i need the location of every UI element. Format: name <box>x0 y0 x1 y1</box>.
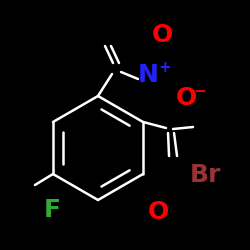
Text: −: − <box>194 84 206 98</box>
Text: Br: Br <box>189 163 221 187</box>
Text: O: O <box>148 200 169 224</box>
Text: F: F <box>44 198 60 222</box>
Text: +: + <box>159 60 172 74</box>
Text: O: O <box>152 23 172 47</box>
Text: N: N <box>138 63 158 87</box>
Text: O: O <box>176 86 197 110</box>
